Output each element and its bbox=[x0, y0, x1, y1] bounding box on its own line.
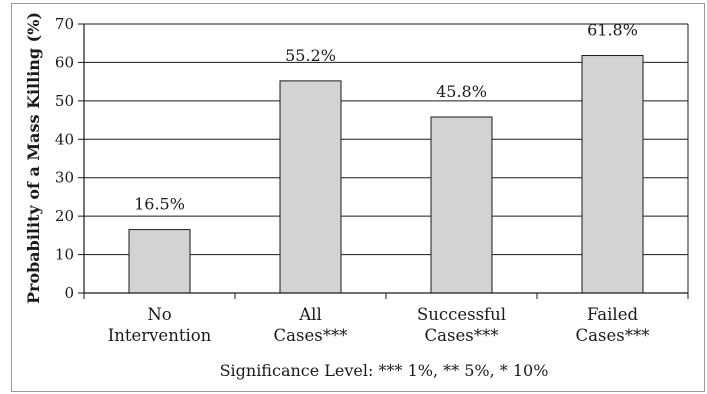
y-tick-label-10: 10 bbox=[55, 246, 74, 264]
significance-note: Significance Level: *** 1%, ** 5%, * 10% bbox=[220, 361, 549, 380]
bar-2 bbox=[430, 116, 493, 294]
axes bbox=[78, 23, 689, 299]
labels: 16.5% 55.2% 45.8% 61.8% 0 10 20 30 40 50 60 70 No Int… bbox=[55, 15, 650, 345]
category-label-1-line-0: All bbox=[298, 305, 321, 324]
y-tick-label-20: 20 bbox=[55, 207, 74, 225]
category-label-3-line-0: Failed bbox=[587, 305, 638, 324]
data-label-1: 55.2% bbox=[285, 46, 336, 65]
y-tick-label-70: 70 bbox=[55, 15, 74, 33]
category-label-2-line-0: Successful bbox=[417, 305, 506, 324]
y-tick-label-50: 50 bbox=[55, 92, 74, 110]
y-tick-label-0: 0 bbox=[64, 284, 74, 302]
bars bbox=[128, 55, 644, 294]
category-label-2-line-1: Cases*** bbox=[425, 326, 499, 345]
bar-1 bbox=[279, 80, 342, 294]
y-tick-label-30: 30 bbox=[55, 169, 74, 187]
category-label-0-line-0: No bbox=[147, 305, 171, 324]
y-tick-label-60: 60 bbox=[55, 53, 74, 71]
y-tick-label-40: 40 bbox=[55, 130, 74, 148]
data-label-2: 45.8% bbox=[436, 82, 487, 101]
bar-3 bbox=[581, 55, 644, 294]
data-label-3: 61.8% bbox=[587, 21, 638, 40]
data-label-0: 16.5% bbox=[134, 195, 185, 214]
category-label-0-line-1: Intervention bbox=[108, 326, 212, 345]
y-axis-label: Probability of a Mass Killing (%) bbox=[24, 12, 43, 304]
bar-0 bbox=[128, 229, 191, 294]
category-label-3-line-1: Cases*** bbox=[576, 326, 650, 345]
category-label-1-line-1: Cases*** bbox=[274, 326, 348, 345]
